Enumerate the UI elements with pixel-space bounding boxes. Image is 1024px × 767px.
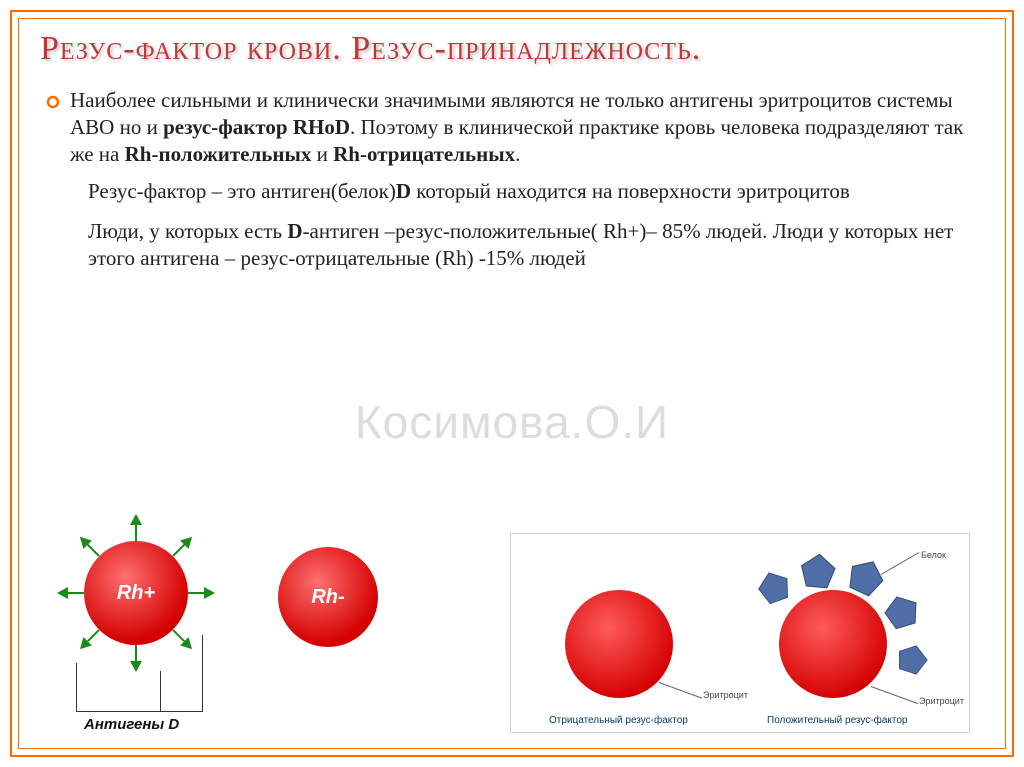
bold-fragment: резус-фактор RHoD: [163, 115, 350, 139]
protein-pentagon-icon: [878, 587, 928, 637]
bold-fragment: Rh-положительных: [125, 142, 312, 166]
bullet-text: Наиболее сильными и клинически значимыми…: [70, 87, 984, 169]
antigen-spike-icon: [172, 544, 185, 557]
slide-title: Резус-фактор крови. Резус-принадлежность…: [40, 28, 984, 71]
rh-plus-label: Rh+: [117, 582, 155, 605]
antigen-spike-icon: [188, 592, 204, 594]
antigen-spike-icon: [172, 629, 185, 642]
leader-line: [202, 635, 203, 711]
diagram-rh-factors: Эритроцит Белок Эритроцит Отрицательный …: [510, 533, 970, 733]
antigen-spike-icon: [68, 592, 84, 594]
text-fragment: который находится на поверхности эритроц…: [411, 179, 850, 203]
rh-minus-label: Rh-: [311, 586, 344, 609]
negative-cell: [565, 590, 673, 698]
bullet-icon: [46, 95, 60, 109]
erythrocyte-label: Эритроцит: [703, 690, 748, 700]
bold-fragment: Rh-отрицательных: [333, 142, 515, 166]
diagrams-row: Rh+ Rh- Антигены D Эритроцит Белок Эритр…: [40, 513, 984, 733]
negative-caption: Отрицательный резус-фактор: [549, 715, 688, 726]
protein-pentagon-icon: [797, 550, 838, 591]
leader-line: [76, 711, 203, 712]
sub-paragraph: Люди, у которых есть D-антиген –резус-по…: [88, 218, 984, 273]
antigen-spike-icon: [87, 629, 100, 642]
positive-cell: [779, 590, 887, 698]
sub-paragraph: Резус-фактор – это антиген(белок)D котор…: [88, 178, 984, 205]
protein-label: Белок: [921, 550, 946, 560]
rh-minus-cell: Rh-: [278, 547, 378, 647]
bold-fragment: D: [396, 179, 411, 203]
leader-line: [76, 663, 77, 711]
diagram-rh-antigens: Rh+ Rh- Антигены D: [40, 513, 450, 733]
protein-pentagon-icon: [897, 644, 929, 676]
antigen-d-label: Антигены D: [84, 716, 179, 733]
bold-fragment: D: [287, 219, 302, 243]
leader-line: [659, 682, 703, 699]
antigen-spike-icon: [135, 525, 137, 541]
bullet-item: Наиболее сильными и клинически значимыми…: [46, 87, 984, 169]
leader-line: [160, 671, 161, 711]
text-fragment: .: [515, 142, 520, 166]
antigen-spike-icon: [87, 544, 100, 557]
antigen-spike-icon: [135, 645, 137, 661]
positive-caption: Положительный резус-фактор: [767, 715, 907, 726]
erythrocyte-label: Эритроцит: [919, 696, 964, 706]
text-fragment: и: [311, 142, 333, 166]
leader-line: [881, 552, 920, 575]
bullet-list: Наиболее сильными и клинически значимыми…: [46, 87, 984, 169]
protein-pentagon-icon: [752, 565, 796, 609]
text-fragment: Резус-фактор – это антиген(белок): [88, 179, 396, 203]
leader-line: [871, 686, 918, 704]
text-fragment: Люди, у которых есть: [88, 219, 287, 243]
